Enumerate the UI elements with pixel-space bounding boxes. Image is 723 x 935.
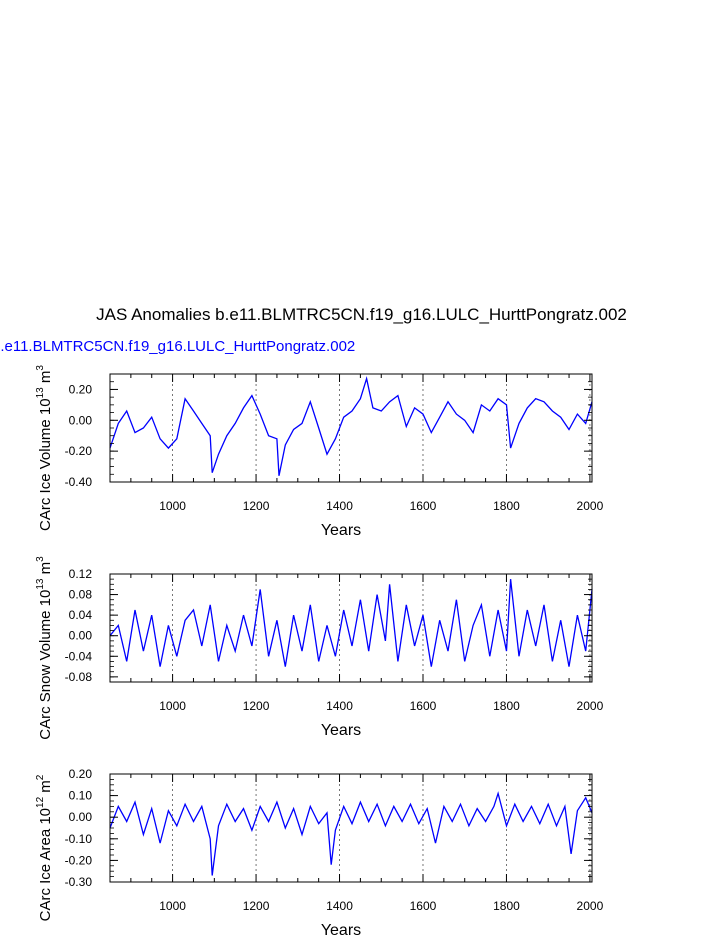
panel-1: 1000 1200 1400 1600 1800 2000 -0.40 -0.20 0.00 0.… [35,365,604,539]
x-tick-label: 1200 [243,699,270,713]
y-axis-label: CArc Snow Volume 1013 m3 [35,556,54,740]
x-tick-label: 1200 [243,499,270,513]
x-tick-label: 1000 [159,899,186,913]
chart-title: JAS Anomalies b.e11.BLMTRC5CN.f19_g16.LU… [96,305,627,324]
y-tick-label: 0.00 [69,413,93,427]
x-tick-label: 2000 [577,899,604,913]
y-tick-label: 0.00 [69,629,93,643]
y-tick-label: 0.12 [69,567,93,581]
x-tick-label: 1000 [159,499,186,513]
x-tick-label: 1400 [326,499,353,513]
x-tick-label: 1600 [410,499,437,513]
x-tick-label: 1800 [493,499,520,513]
x-tick-label: 2000 [577,699,604,713]
x-tick-label: 1400 [326,699,353,713]
x-tick-label: 2000 [577,499,604,513]
x-tick-label: 1000 [159,699,186,713]
y-tick-label: -0.20 [65,853,93,867]
plot-frame [109,773,593,883]
series-line [109,376,593,476]
x-tick-label: 1600 [410,699,437,713]
x-axis-label: Years [321,722,361,739]
panel-3: 1000 1200 1400 1600 1800 2000 -0.30 -0.20 -0.10 0… [35,767,604,935]
plot-frame [109,573,593,683]
x-tick-label: 1200 [243,899,270,913]
y-tick-label: -0.20 [65,444,93,458]
y-tick-label: -0.40 [65,475,93,489]
y-tick-label: 0.20 [69,767,93,781]
y-tick-label: 0.04 [69,608,93,622]
y-axis-label: CArc Ice Volume 1013 m3 [35,365,54,531]
y-tick-label: -0.30 [65,875,93,889]
panel-2: 1000 1200 1400 1600 1800 2000 -0.08 -0.04 0.00 0.… [35,556,604,740]
chart-subtitle: b.e11.BLMTRC5CN.f19_g16.LULC_HurttPongra… [0,338,356,355]
plot-frame [109,373,593,483]
y-tick-label: 0.20 [69,382,93,396]
series-line [109,579,593,667]
series-line [109,791,593,876]
y-tick-label: -0.10 [65,832,93,846]
x-tick-label: 1800 [493,899,520,913]
x-tick-label: 1400 [326,899,353,913]
y-tick-label: 0.10 [69,789,93,803]
x-tick-label: 1800 [493,699,520,713]
x-axis-label: Years [321,922,361,935]
y-tick-label: 0.08 [69,588,93,602]
y-tick-label: -0.08 [65,670,93,684]
y-axis-label: CArc Ice Area 1012 m2 [35,774,54,921]
y-tick-label: 0.00 [69,810,93,824]
x-axis-label: Years [321,522,361,539]
x-tick-label: 1600 [410,899,437,913]
y-tick-label: -0.04 [65,649,93,663]
